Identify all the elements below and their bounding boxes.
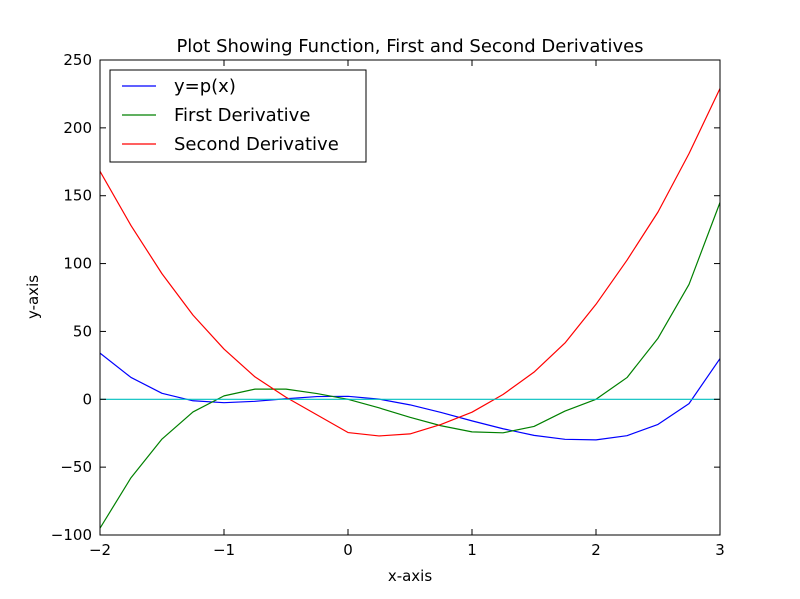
y-tick-label: 0 (82, 390, 92, 408)
tick-layer: −2 −1 0 1 2 3 −100 −50 0 50 100 150 200 250 (51, 51, 725, 559)
legend: y=p(x) First Derivative Second Derivative (109, 69, 367, 163)
series-line-first-derivative (100, 202, 720, 529)
series-line-y-p-x (100, 352, 720, 441)
x-tick-label: −2 (89, 541, 111, 559)
x-tick-label: 3 (715, 541, 725, 559)
x-tick-label: 2 (591, 541, 601, 559)
y-tick-label: 100 (63, 255, 92, 273)
y-axis-label: y-axis (24, 275, 42, 319)
y-tick-label: 250 (63, 51, 92, 69)
legend-frame (109, 69, 367, 163)
y-tick-label: −50 (60, 458, 92, 476)
x-axis-label: x-axis (388, 567, 433, 585)
y-tick-label: 200 (63, 119, 92, 137)
x-tick-label: −1 (213, 541, 235, 559)
plot-frame (99, 59, 721, 536)
legend-label: Second Derivative (174, 134, 339, 155)
y-tick-label: −100 (51, 526, 92, 544)
series-layer (100, 88, 720, 529)
y-tick-label: 50 (73, 322, 92, 340)
x-tick-label: 0 (343, 541, 353, 559)
series-line-second-derivative (100, 88, 720, 437)
x-tick-label: 1 (467, 541, 477, 559)
legend-label: First Derivative (174, 105, 310, 126)
y-tick-label: 150 (63, 187, 92, 205)
chart-title: Plot Showing Function, First and Second … (176, 36, 643, 57)
legend-label: y=p(x) (174, 76, 236, 97)
